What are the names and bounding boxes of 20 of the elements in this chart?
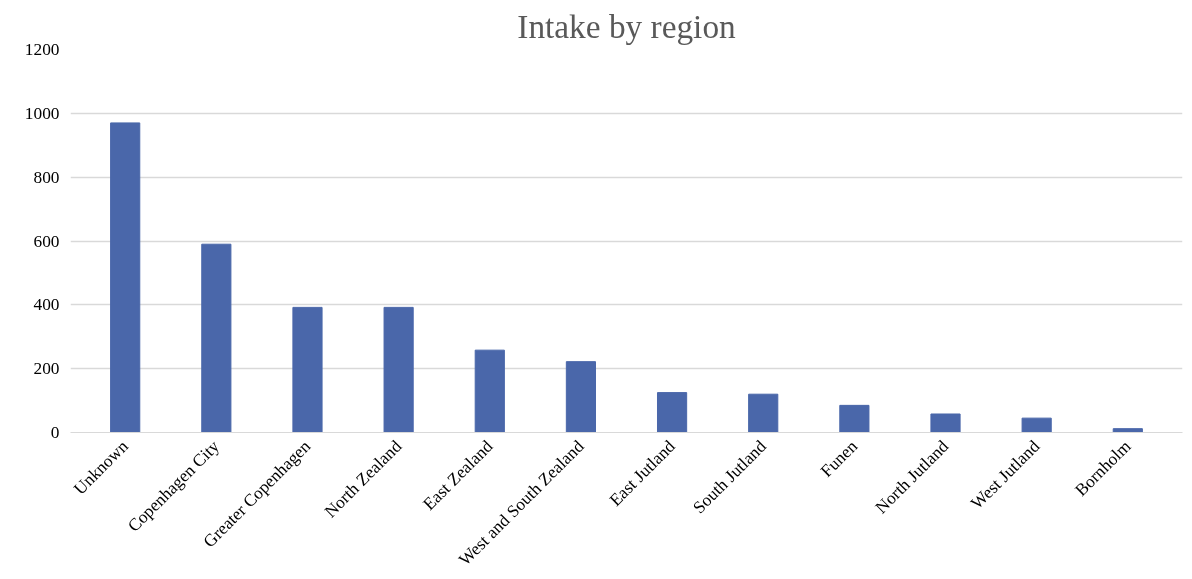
bar — [383, 306, 414, 433]
y-tick-label: 800 — [33, 167, 60, 187]
bar — [839, 404, 870, 433]
bar — [656, 392, 688, 433]
bar — [110, 122, 141, 433]
bar — [1112, 428, 1143, 433]
bar — [201, 243, 232, 433]
bar — [930, 413, 961, 433]
y-tick-label: 0 — [50, 423, 60, 442]
bar — [292, 306, 323, 433]
y-tick-label: 1000 — [24, 103, 60, 123]
bar — [474, 349, 505, 433]
bar — [565, 361, 597, 433]
y-tick-label: 200 — [33, 359, 60, 379]
y-tick-label: 1200 — [24, 40, 60, 59]
y-tick-label: 400 — [33, 295, 60, 315]
bar — [1021, 417, 1052, 433]
bar — [748, 393, 779, 433]
y-tick-label: 600 — [33, 231, 60, 251]
chart-title: Intake by region — [517, 7, 737, 45]
